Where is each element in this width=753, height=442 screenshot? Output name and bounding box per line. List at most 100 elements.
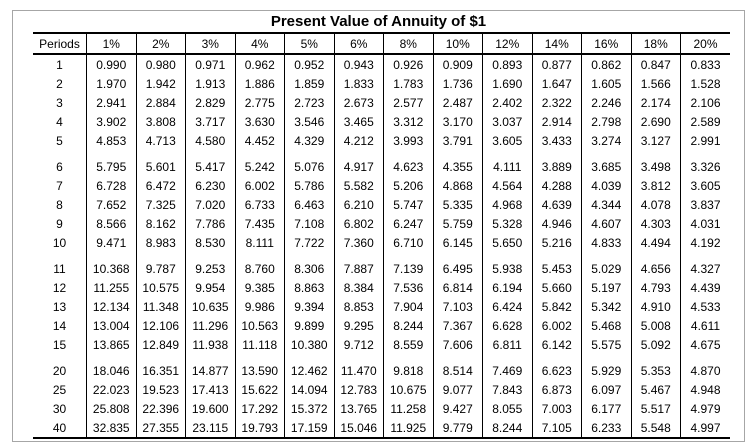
value-cell: 3.889	[531, 157, 582, 176]
table-row: 9 8.566 8.162 7.786 7.435 7.108 6.802 6.247 5.75…	[33, 214, 730, 233]
value-cell: 5.417	[185, 157, 235, 176]
value-cell: 6.628	[482, 316, 532, 335]
value-cell: 3.546	[284, 112, 334, 131]
period-cell: 1	[56, 57, 63, 72]
value-cell: 4.580	[185, 131, 235, 150]
spacer-cell	[234, 150, 285, 157]
period-cell: 5	[56, 133, 63, 148]
value-cell: 3.312	[383, 112, 433, 131]
value-cell: 22.023	[86, 380, 136, 399]
table-row: 1 0.990 0.980 0.971 0.962 0.952 0.943 0.926 0.90…	[33, 54, 730, 74]
value-cell: 5.601	[135, 157, 186, 176]
value-cell: 25.808	[86, 399, 136, 418]
value-cell: 4.713	[135, 131, 186, 150]
value-cell: 6.002	[531, 316, 582, 335]
period-cell: 14	[52, 318, 67, 333]
value-cell: 13.004	[86, 316, 136, 335]
value-cell: 7.887	[333, 259, 384, 278]
spacer-cell	[284, 252, 334, 259]
value-cell: 9.954	[185, 278, 235, 297]
value-cell: 11.938	[185, 335, 235, 354]
spacer-cell	[531, 252, 582, 259]
table-row: 6 5.795 5.601 5.417 5.242 5.076 4.917 4.623 4.35…	[33, 157, 730, 176]
value-cell: 4.639	[531, 195, 582, 214]
value-cell: 15.372	[284, 399, 334, 418]
column-header: 3%	[185, 32, 235, 55]
period-cell: 9	[56, 216, 63, 231]
value-cell: 9.818	[383, 361, 433, 380]
value-cell: 3.326	[680, 157, 730, 176]
value-cell: 11.258	[383, 399, 433, 418]
table-row: 30 25.808 22.396 19.600 17.292 15.372 13.765 11…	[33, 399, 730, 418]
value-cell: 1.913	[185, 74, 235, 93]
value-cell: 8.983	[135, 233, 186, 252]
value-cell: 7.103	[432, 297, 483, 316]
value-cell: 1.886	[234, 74, 285, 93]
value-cell: 2.914	[531, 112, 582, 131]
value-cell: 9.394	[284, 297, 334, 316]
value-cell: 5.092	[630, 335, 681, 354]
value-cell: 14.094	[284, 380, 334, 399]
value-cell: 4.439	[680, 278, 730, 297]
value-cell: 8.055	[482, 399, 532, 418]
spacer-cell	[482, 150, 532, 157]
value-cell: 5.353	[630, 361, 681, 380]
value-cell: 4.917	[333, 157, 384, 176]
value-cell: 4.344	[581, 195, 631, 214]
value-cell: 5.076	[284, 157, 334, 176]
value-cell: 5.328	[482, 214, 532, 233]
value-cell: 9.385	[234, 278, 285, 297]
value-cell: 9.427	[432, 399, 483, 418]
value-cell: 4.833	[581, 233, 631, 252]
value-cell: 8.760	[234, 259, 285, 278]
value-cell: 11.470	[333, 361, 384, 380]
table-row: 12 11.255 10.575 9.954 9.385 8.863 8.384 7.536 6…	[33, 278, 730, 297]
table-row: 11 10.368 9.787 9.253 8.760 8.306 7.887 7.139 6.…	[33, 259, 730, 278]
value-cell: 3.127	[630, 131, 681, 150]
value-cell: 3.791	[432, 131, 483, 150]
spacer-cell	[581, 252, 631, 259]
value-cell: 2.884	[135, 93, 186, 112]
value-cell: 17.292	[234, 399, 285, 418]
value-cell: 6.097	[581, 380, 631, 399]
value-cell: 5.206	[383, 176, 433, 195]
value-cell: 3.685	[581, 157, 631, 176]
value-cell: 8.162	[135, 214, 186, 233]
value-cell: 3.498	[630, 157, 681, 176]
value-cell: 5.582	[333, 176, 384, 195]
value-cell: 15.046	[333, 418, 384, 439]
value-cell: 4.212	[333, 131, 384, 150]
value-cell: 2.246	[581, 93, 631, 112]
spacer-cell	[86, 252, 136, 259]
spacer-cell	[581, 150, 631, 157]
value-cell: 22.396	[135, 399, 186, 418]
period-cell: 8	[56, 197, 63, 212]
value-cell: 4.303	[630, 214, 681, 233]
value-cell: 4.611	[680, 316, 730, 335]
value-cell: 3.837	[680, 195, 730, 214]
spacer-cell	[33, 354, 87, 361]
value-cell: 2.775	[234, 93, 285, 112]
period-cell: 7	[56, 178, 63, 193]
column-header: 20%	[680, 32, 730, 55]
value-cell: 7.435	[234, 214, 285, 233]
value-cell: 4.494	[630, 233, 681, 252]
period-cell: 40	[33, 418, 87, 439]
value-cell: 6.177	[581, 399, 631, 418]
value-cell: 8.559	[383, 335, 433, 354]
spacer-cell	[383, 354, 433, 361]
value-cell: 13.865	[86, 335, 136, 354]
period-cell: 20	[52, 363, 67, 378]
spacer-cell	[531, 150, 582, 157]
spacer-cell	[630, 252, 681, 259]
value-cell: 6.247	[383, 214, 433, 233]
value-cell: 3.993	[383, 131, 433, 150]
value-cell: 3.170	[432, 112, 483, 131]
value-cell: 0.833	[680, 54, 730, 74]
table-row: 4 3.902 3.808 3.717 3.630 3.546 3.465 3.312 3.17…	[33, 112, 730, 131]
column-header: 14%	[531, 32, 582, 55]
spacer-cell	[333, 150, 384, 157]
value-cell: 1.859	[284, 74, 334, 93]
spacer-cell	[185, 252, 235, 259]
value-cell: 1.647	[531, 74, 582, 93]
